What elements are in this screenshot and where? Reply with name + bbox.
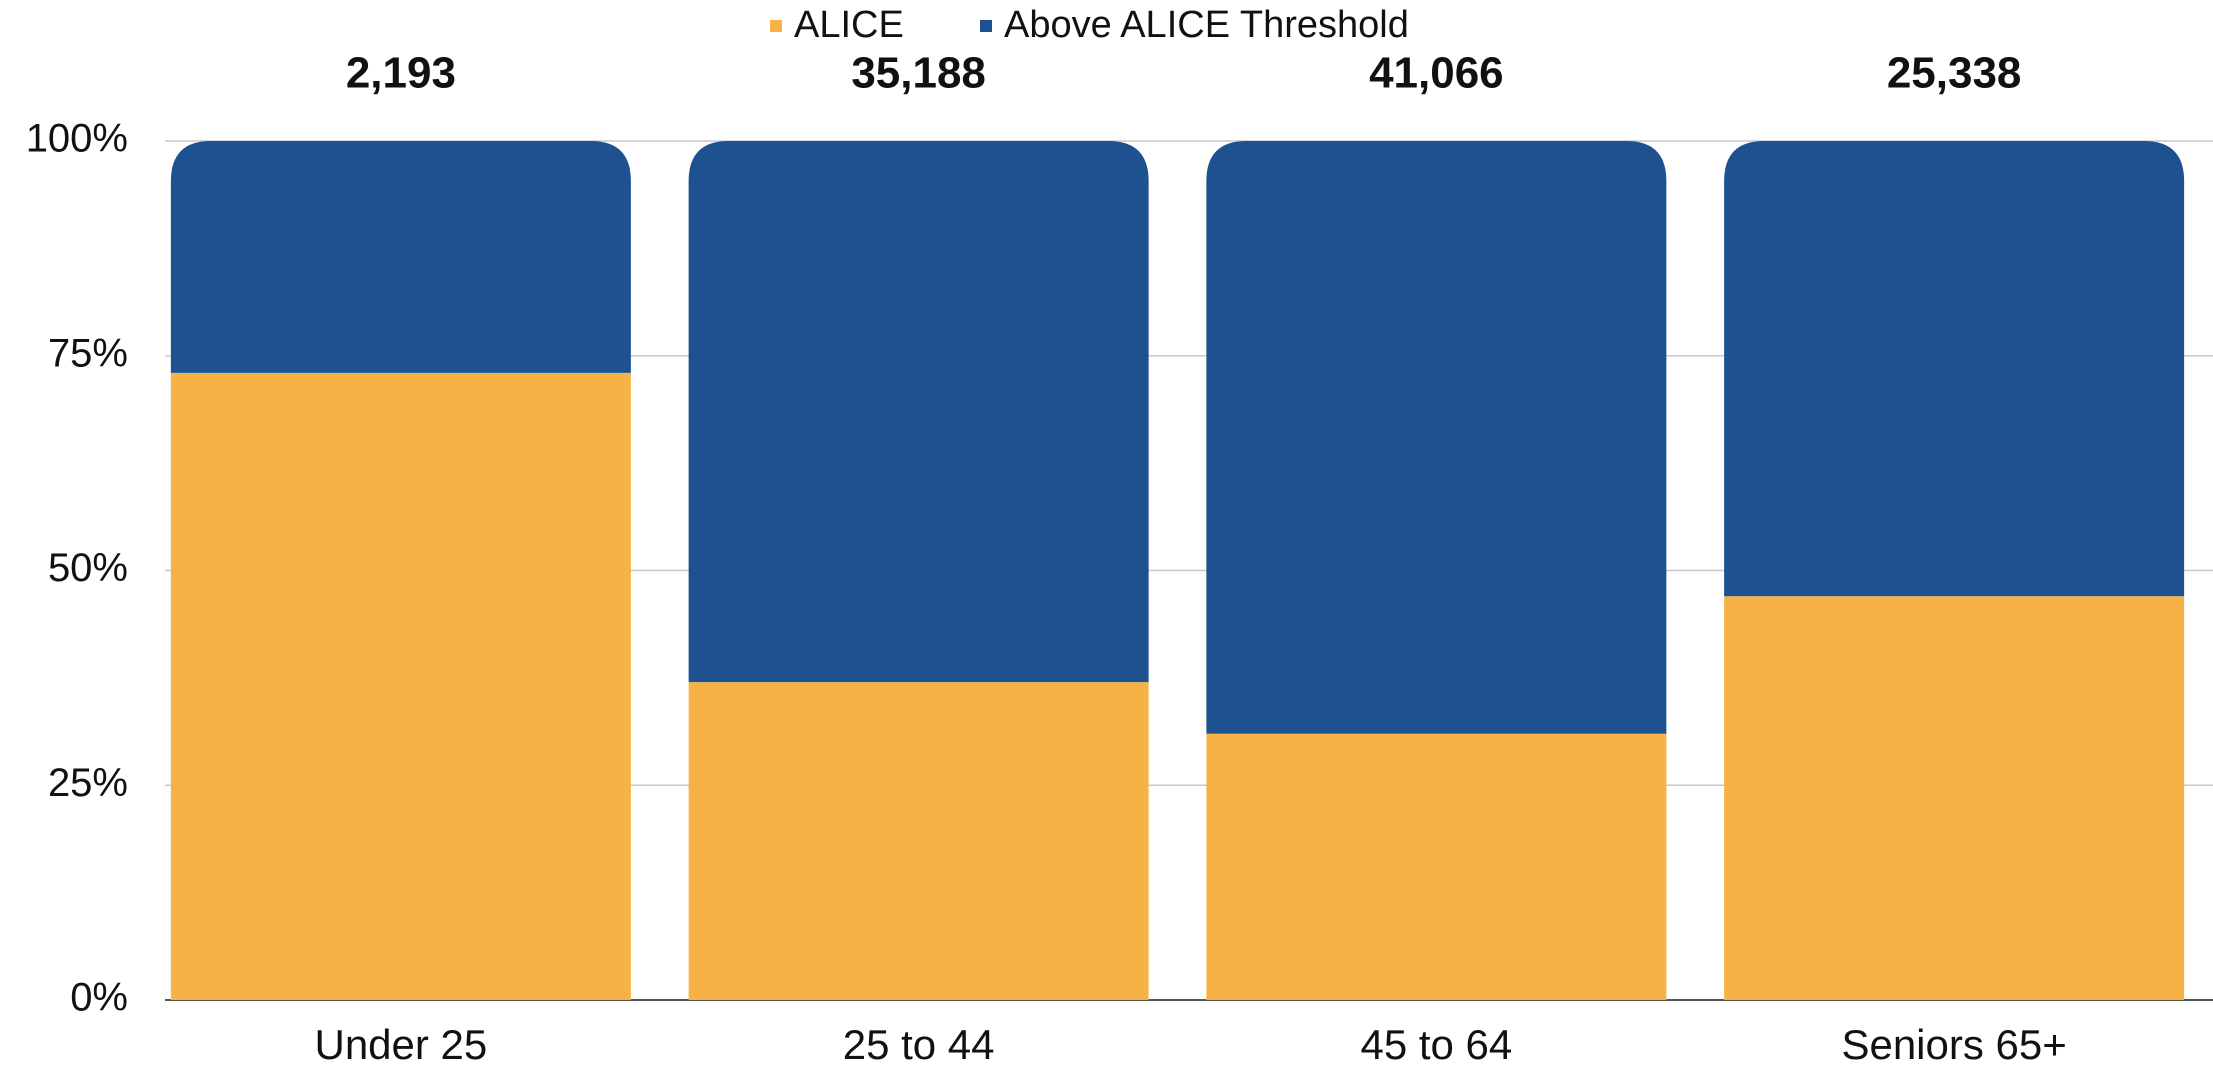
total-label: 35,188 [851,49,986,98]
total-label: 2,193 [346,49,456,98]
y-tick-label: 75% [48,331,128,375]
y-tick-label: 25% [48,761,128,805]
total-label: 41,066 [1369,49,1504,98]
bar-segment [1724,596,2185,1000]
x-tick-label: 25 to 44 [843,1021,995,1068]
y-tick-label: 0% [70,976,128,1020]
legend-label: Above ALICE Threshold [1004,4,1409,46]
x-tick-label: Seniors 65+ [1841,1021,2066,1068]
bar-segment [1206,733,1667,1000]
total-label: 25,338 [1887,49,2022,98]
bar-segment [1724,141,2185,597]
bar-segment [1206,141,1667,734]
legend-swatch [770,20,782,32]
legend-swatch [980,20,992,32]
bar-segment [688,682,1149,1000]
bar-segment [688,141,1149,683]
x-tick-label: Under 25 [314,1021,487,1068]
legend-label: ALICE [794,4,904,46]
x-tick-label: 45 to 64 [1360,1021,1512,1068]
y-tick-label: 100% [26,117,128,161]
y-tick-label: 50% [48,546,128,590]
bar-segment [170,372,631,1000]
bar-segment [170,141,631,373]
